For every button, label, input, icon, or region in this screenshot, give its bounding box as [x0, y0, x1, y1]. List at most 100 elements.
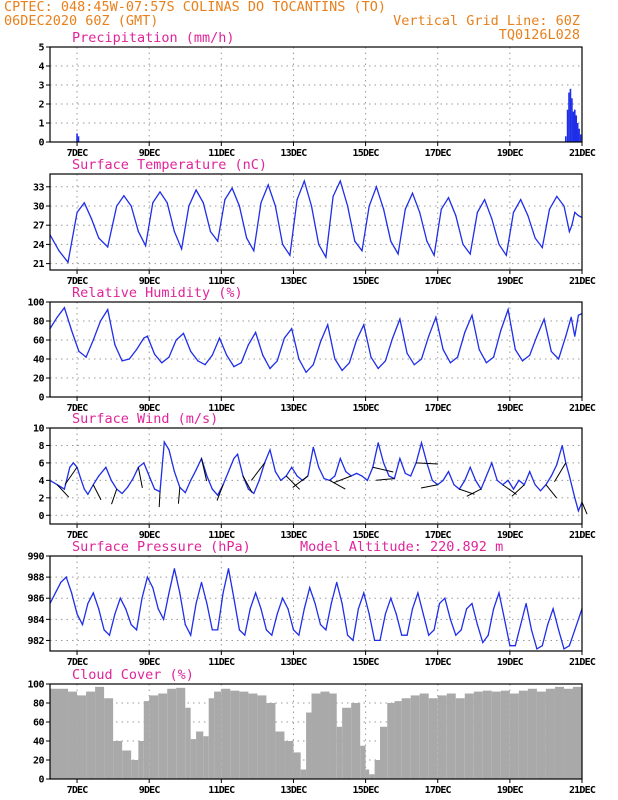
temp-data-point: [534, 237, 536, 239]
grid-line-note: Vertical Grid Line: 60Z: [393, 13, 580, 29]
rh-data-point: [392, 337, 394, 339]
xtick-label: 15DEC: [353, 657, 380, 668]
xtick-label: 21DEC: [569, 530, 596, 541]
rh-data-point: [493, 356, 495, 358]
cloud-bar: [464, 693, 474, 779]
cloud-bar: [380, 726, 388, 779]
temp-data-point: [325, 256, 327, 258]
ytick-label: 30: [33, 202, 45, 213]
xtick-label: 7DEC: [67, 148, 89, 159]
cloud-bar: [491, 691, 501, 779]
precip-bar: [579, 134, 582, 142]
pressure-data-point: [541, 645, 543, 647]
ytick-label: 100: [27, 680, 44, 691]
temp-data-point: [491, 218, 493, 220]
rh-data-point: [262, 354, 264, 356]
wind-data-point: [110, 479, 112, 481]
temp-data-point: [390, 240, 392, 242]
xtick-label: 9DEC: [139, 657, 161, 668]
precip-bar: [572, 111, 575, 142]
ytick-label: 80: [33, 317, 45, 328]
cloud-bar: [131, 760, 139, 779]
rh-data-point: [254, 331, 257, 333]
wind-data-point: [98, 475, 100, 477]
cloud-bar: [138, 741, 144, 779]
xtick-label: 19DEC: [497, 148, 524, 159]
wind-data-point: [87, 493, 89, 495]
pressure-data-point: [395, 613, 397, 615]
precip-bar: [566, 109, 569, 142]
rh-data-point: [175, 339, 177, 341]
wind-data-point: [247, 488, 249, 490]
pressure-data-point: [168, 592, 170, 594]
temp-data-point: [354, 240, 356, 242]
wind-arrow: [420, 484, 438, 489]
cloud-bar: [185, 707, 191, 779]
cloud-bar: [536, 691, 546, 779]
pressure-data-point: [125, 608, 127, 610]
panel-title: Surface Pressure (hPa): [72, 539, 251, 555]
cloud-bar: [482, 690, 492, 779]
xtick-label: 13DEC: [280, 530, 307, 541]
temp-data-point: [296, 199, 298, 201]
pressure-data-point: [422, 613, 424, 615]
xtick-label: 13DEC: [280, 276, 307, 287]
pressure-data-point: [103, 629, 105, 631]
rh-data-point: [312, 364, 314, 366]
wind-data-point: [269, 449, 271, 451]
cloud-bar: [300, 769, 307, 779]
temp-data-point: [195, 189, 197, 191]
wind-data-point: [534, 484, 536, 486]
pressure-data-point: [406, 634, 408, 636]
cloud-bar: [293, 752, 301, 779]
pressure-data-point: [368, 613, 370, 615]
xtick-label: 19DEC: [497, 530, 524, 541]
temp-data-point: [332, 195, 334, 197]
xtick-label: 9DEC: [139, 403, 161, 414]
ytick-label: 986: [27, 594, 44, 605]
rh-data-point: [211, 354, 213, 356]
precip-bar: [569, 88, 572, 142]
ytick-label: 10: [33, 424, 45, 435]
panel-title: Cloud Cover (%): [72, 667, 194, 683]
wind-data-point: [168, 449, 170, 451]
pressure-data-point: [298, 634, 300, 636]
pressure-data-point: [87, 602, 89, 605]
wind-arrow: [285, 475, 301, 490]
pressure-data-point: [98, 608, 100, 610]
temp-data-point: [238, 205, 240, 207]
plot-frame: [49, 46, 583, 143]
wind-arrow: [581, 501, 588, 515]
pressure-data-point: [438, 602, 441, 605]
pressure-data-point: [211, 629, 213, 631]
rh-data-point: [334, 358, 336, 360]
rh-data-point: [384, 360, 387, 362]
wind-arrow: [416, 462, 439, 465]
ytick-label: 0: [38, 138, 44, 149]
wind-data-point: [377, 442, 379, 444]
xtick-label: 21DEC: [569, 403, 596, 414]
wind-arrow: [292, 475, 309, 488]
rh-data-point: [190, 350, 192, 352]
temp-data-point: [375, 186, 378, 188]
xtick-label: 15DEC: [353, 276, 380, 287]
wind-data-point: [121, 492, 123, 495]
pressure-data-point: [493, 608, 495, 610]
ytick-label: 40: [33, 737, 45, 748]
temp-data-point: [231, 187, 233, 189]
pressure-data-point: [271, 634, 273, 636]
wind-data-point: [345, 471, 347, 473]
wind-data-point: [556, 464, 558, 466]
wind-data-point: [410, 475, 412, 477]
pressure-data-point: [319, 624, 322, 626]
ytick-label: 60: [33, 336, 45, 347]
wind-data-point: [464, 479, 466, 481]
xtick-label: 19DEC: [497, 276, 524, 287]
rh-data-point: [420, 358, 423, 360]
panel-title: Surface Wind (m/s): [72, 411, 218, 427]
wind-data-point: [195, 469, 197, 471]
rh-data-point: [92, 339, 94, 341]
cloud-bar: [455, 698, 465, 779]
wind-data-point: [312, 446, 314, 448]
temp-data-point: [107, 246, 109, 248]
